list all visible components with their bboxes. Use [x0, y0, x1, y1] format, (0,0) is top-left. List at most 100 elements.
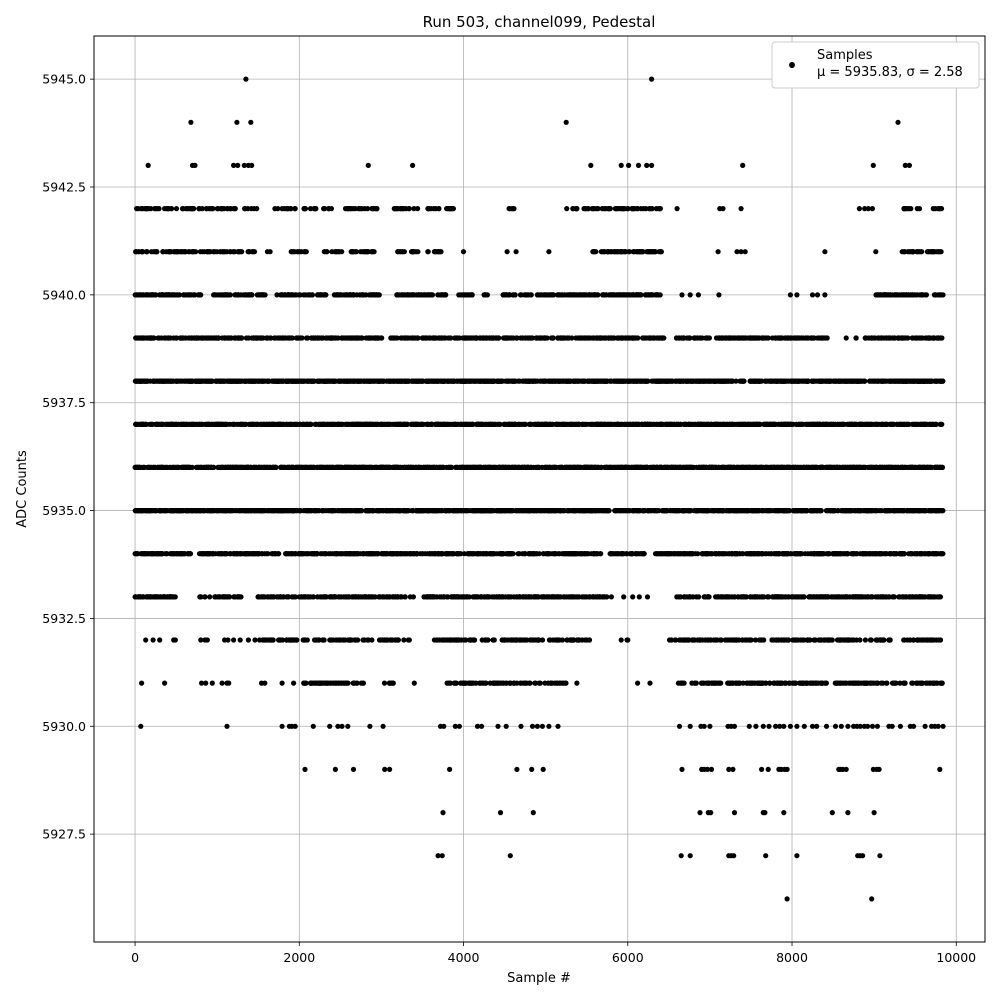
data-point	[634, 292, 640, 298]
data-point	[149, 421, 155, 427]
data-point	[930, 335, 936, 341]
data-point	[404, 378, 410, 384]
data-point	[358, 206, 364, 212]
data-point	[686, 421, 693, 427]
data-point	[454, 378, 460, 384]
data-point	[862, 206, 868, 212]
data-point	[510, 335, 516, 341]
data-point	[215, 206, 221, 212]
data-point	[631, 421, 637, 427]
data-point	[337, 378, 343, 384]
data-point	[879, 378, 885, 384]
data-point	[630, 249, 636, 255]
data-point	[489, 421, 495, 427]
data-point	[421, 421, 427, 427]
data-point	[187, 249, 193, 255]
data-point	[715, 421, 721, 427]
data-point	[857, 421, 863, 427]
data-point	[331, 292, 337, 298]
data-point	[222, 335, 228, 341]
data-point	[499, 378, 506, 384]
data-point	[796, 421, 802, 427]
data-point	[261, 378, 267, 384]
data-point	[561, 335, 568, 341]
data-point	[448, 335, 454, 341]
data-point	[410, 335, 416, 341]
data-point	[512, 421, 518, 427]
data-points	[132, 76, 946, 902]
data-point	[527, 292, 534, 298]
data-point	[619, 249, 625, 255]
data-point	[162, 206, 168, 212]
data-point	[927, 378, 933, 384]
data-point	[447, 206, 453, 212]
data-point	[787, 421, 794, 427]
data-point	[621, 421, 628, 427]
data-point	[549, 378, 555, 384]
data-point	[635, 335, 641, 341]
data-point	[601, 378, 607, 384]
data-point	[913, 335, 919, 341]
data-point	[810, 378, 816, 384]
data-point	[437, 249, 444, 255]
data-point	[249, 292, 255, 298]
data-point	[177, 335, 183, 341]
data-point	[305, 335, 311, 341]
data-point	[395, 421, 401, 427]
data-point	[599, 206, 605, 212]
data-point	[556, 378, 563, 384]
data-point	[646, 206, 653, 212]
data-point	[149, 335, 155, 341]
data-point	[852, 378, 858, 384]
data-point	[829, 421, 835, 427]
data-point	[381, 378, 387, 384]
data-point	[863, 335, 869, 341]
data-point	[329, 335, 336, 341]
data-point	[360, 292, 366, 298]
data-point	[285, 292, 291, 298]
data-point	[435, 292, 441, 298]
data-point	[344, 292, 350, 298]
data-point	[218, 249, 224, 255]
data-point	[192, 378, 198, 384]
data-point	[706, 335, 712, 341]
data-point	[537, 378, 543, 384]
data-point	[315, 292, 322, 298]
data-point	[905, 421, 911, 427]
data-point	[364, 249, 370, 255]
data-point	[644, 421, 650, 427]
data-point	[395, 249, 401, 255]
data-point	[740, 335, 747, 341]
data-point	[180, 206, 186, 212]
data-point	[303, 249, 309, 255]
data-point	[255, 421, 261, 427]
data-point	[164, 292, 170, 298]
data-point	[267, 335, 273, 341]
data-point	[168, 378, 174, 384]
data-point	[414, 378, 420, 384]
data-point	[211, 335, 217, 341]
data-point	[615, 378, 622, 384]
data-point	[566, 378, 572, 384]
data-point	[221, 206, 227, 212]
data-point	[590, 249, 596, 255]
data-point	[150, 292, 156, 298]
data-point	[465, 335, 471, 341]
data-point	[134, 206, 140, 212]
data-point	[426, 378, 432, 384]
data-point	[572, 378, 578, 384]
data-point	[912, 421, 918, 427]
data-point	[631, 206, 637, 212]
data-point	[165, 335, 171, 341]
data-point	[657, 249, 663, 255]
data-point	[733, 421, 739, 427]
data-point	[925, 249, 932, 255]
data-point	[348, 378, 354, 384]
data-point	[630, 335, 636, 341]
data-point	[581, 378, 587, 384]
data-point	[614, 335, 620, 341]
data-point	[394, 292, 400, 298]
data-point	[281, 206, 287, 212]
data-point	[233, 335, 239, 341]
